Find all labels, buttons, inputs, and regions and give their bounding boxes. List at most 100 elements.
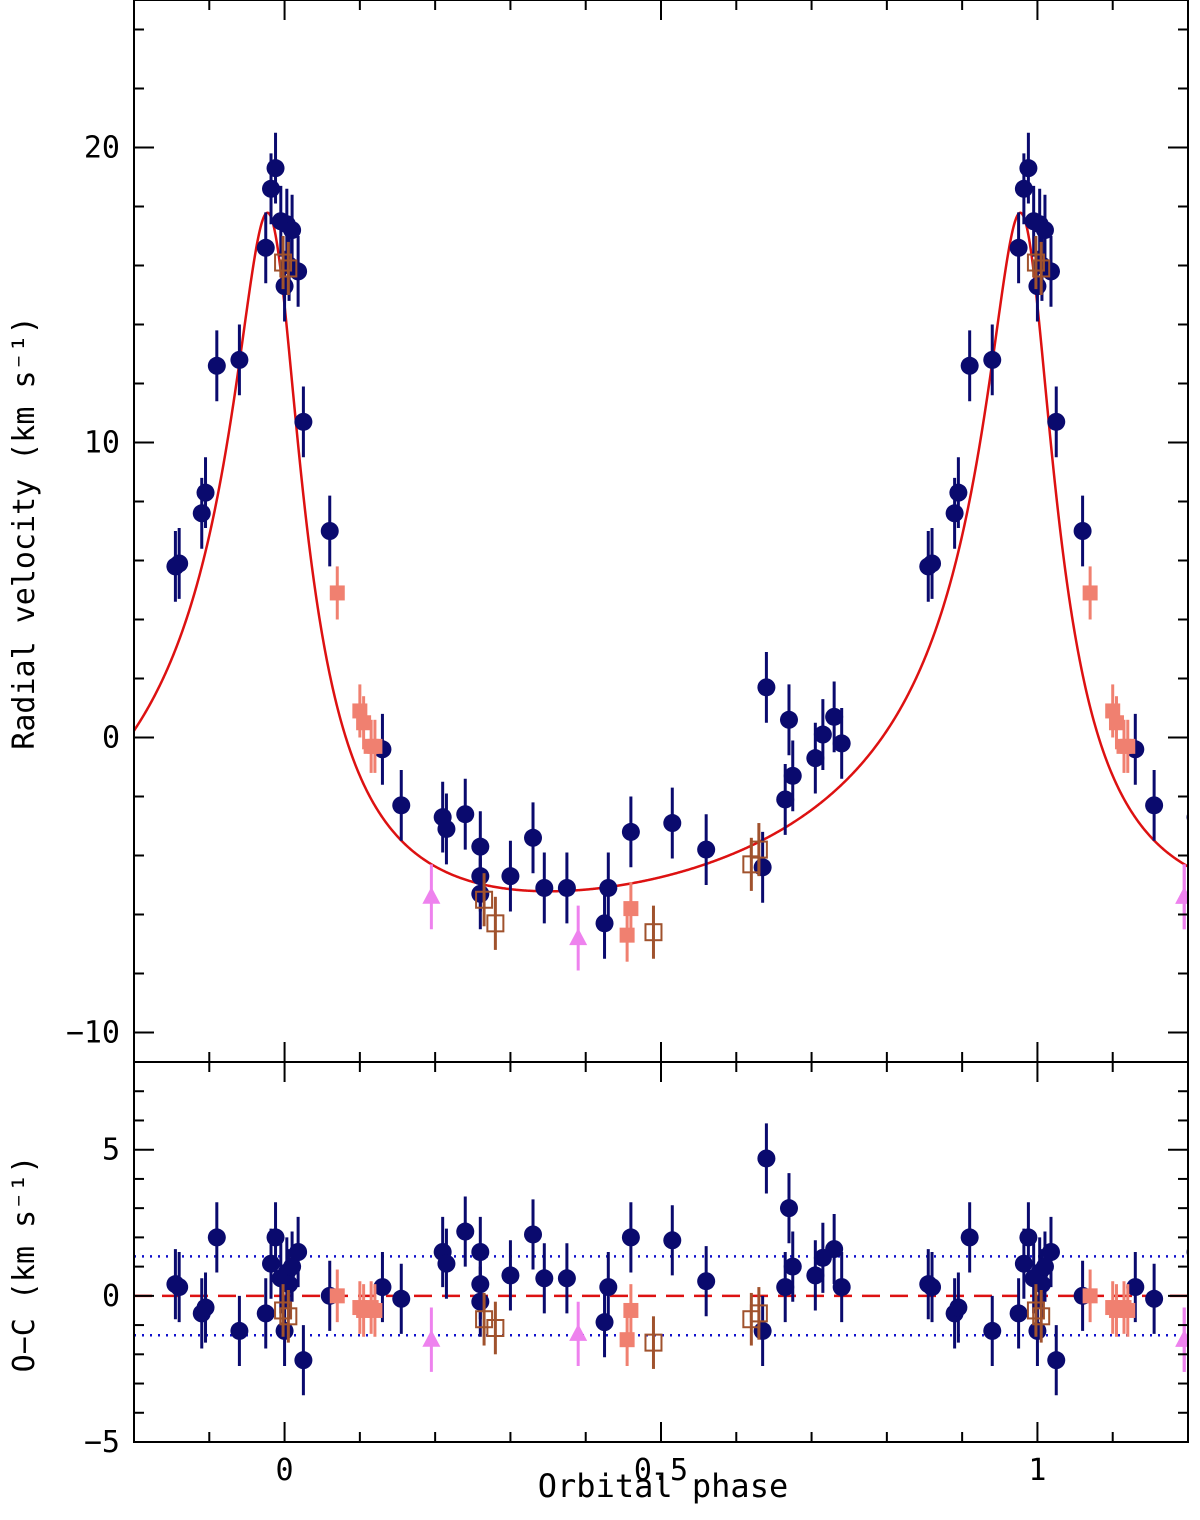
residual-data-point-marker xyxy=(279,1307,298,1326)
rv-data-point-marker xyxy=(192,504,211,523)
residual-data-point-marker xyxy=(1145,1289,1164,1308)
rv-data-point-marker xyxy=(557,878,576,897)
residual-data-point-marker xyxy=(599,1278,618,1297)
residual-series-dataset-b xyxy=(329,1269,1136,1366)
rv-data-point-marker xyxy=(196,483,215,502)
rv-series-dataset-d xyxy=(422,864,1188,971)
residual-data-point-marker xyxy=(1175,1329,1188,1347)
residual-data-point-marker xyxy=(806,1266,825,1285)
residual-data-point-marker xyxy=(262,1254,281,1273)
residual-data-point-marker xyxy=(949,1298,968,1317)
rv-data-point-marker xyxy=(1082,585,1098,601)
residual-data-point-marker xyxy=(776,1278,795,1297)
residual-data-point-marker xyxy=(392,1289,411,1308)
residual-data-point-marker xyxy=(196,1298,215,1317)
rv-data-point-marker xyxy=(1145,796,1164,815)
residual-data-point-marker xyxy=(266,1228,285,1247)
rv-data-point-marker xyxy=(475,890,494,909)
residual-data-point-marker xyxy=(1019,1228,1038,1247)
residual-data-point-marker xyxy=(256,1304,275,1323)
rv-data-point-marker xyxy=(535,878,554,897)
rv-data-point-marker xyxy=(320,522,339,540)
rv-data-point-marker xyxy=(832,734,851,753)
rv-data-point-marker xyxy=(486,914,505,933)
residual-data-point-marker xyxy=(621,1228,640,1247)
residual-axes: −5 0 5 0 0.5 1 xyxy=(84,1061,1189,1488)
rv-data-point-marker xyxy=(501,867,520,886)
residual-points-group xyxy=(166,1123,1188,1396)
rv-series-dataset-c xyxy=(274,236,1051,959)
rv-data-point-marker xyxy=(471,884,490,903)
rv-data-point-marker xyxy=(1014,179,1033,198)
residual-data-point-marker xyxy=(1035,1257,1054,1276)
residual-data-point-marker xyxy=(1082,1288,1098,1304)
rv-y-axis-label: Radial velocity (km s⁻¹) xyxy=(7,316,42,749)
rv-data-point-marker xyxy=(949,483,968,502)
residual-y-tick-label: −5 xyxy=(84,1425,120,1460)
rv-data-point-marker xyxy=(697,840,716,859)
rv-data-point-marker xyxy=(779,710,798,729)
residual-data-point-marker xyxy=(1041,1243,1060,1261)
rv-data-point-marker xyxy=(170,554,189,573)
rv-data-point-marker xyxy=(524,828,543,847)
residual-data-point-marker xyxy=(471,1292,490,1311)
residual-data-point-marker xyxy=(289,1243,308,1261)
rv-data-point-marker xyxy=(266,159,285,178)
rv-data-point-marker xyxy=(275,277,294,296)
residual-data-point-marker xyxy=(294,1351,313,1370)
rv-data-point-marker xyxy=(1028,277,1047,296)
rv-data-point-marker xyxy=(569,928,588,946)
residual-data-point-marker xyxy=(367,1302,383,1318)
rv-data-point-marker xyxy=(757,678,776,697)
rv-data-point-marker xyxy=(1035,221,1054,240)
residual-data-point-marker xyxy=(329,1288,345,1304)
rv-series-dataset-b xyxy=(329,566,1136,962)
rv-data-point-marker xyxy=(825,707,844,726)
residual-data-point-marker xyxy=(960,1228,979,1247)
residual-data-point-marker xyxy=(535,1269,554,1288)
residual-data-point-marker xyxy=(825,1240,844,1259)
residual-reference-lines xyxy=(134,1255,1188,1337)
rv-data-point-marker xyxy=(923,554,942,573)
rv-data-point-marker xyxy=(207,356,226,375)
rv-data-point-marker xyxy=(294,412,313,431)
residual-data-point-marker xyxy=(486,1319,505,1337)
residual-data-point-marker xyxy=(1126,1278,1145,1297)
rv-data-point-marker xyxy=(806,749,825,768)
rv-y-tick-label: 10 xyxy=(84,426,120,461)
rv-data-point-marker xyxy=(663,814,682,833)
orbit-model-curve xyxy=(134,211,1188,893)
residual-data-point-marker xyxy=(749,1304,768,1323)
residual-y-tick-label: 0 xyxy=(102,1279,120,1314)
residual-panel: −5 0 5 0 0.5 1 xyxy=(84,1061,1189,1488)
residual-data-point-marker xyxy=(230,1321,249,1340)
residual-data-point-marker xyxy=(569,1323,588,1341)
orbit-model-curve-group xyxy=(134,211,1188,893)
rv-data-point-marker xyxy=(274,253,293,272)
rv-data-point-marker xyxy=(749,840,768,859)
residual-x-tick-label: 1 xyxy=(1028,1453,1046,1488)
rv-data-point-marker xyxy=(230,350,249,369)
residual-data-point-marker xyxy=(644,1333,663,1352)
residual-y-tick-label: 5 xyxy=(102,1133,120,1168)
residual-data-point-marker xyxy=(757,1149,776,1168)
rv-data-point-marker xyxy=(776,790,795,809)
rv-data-point-marker xyxy=(783,766,802,785)
rv-data-point-marker xyxy=(1032,259,1051,278)
rv-data-point-marker xyxy=(1009,238,1028,257)
rv-data-point-marker xyxy=(623,901,639,917)
residual-data-point-marker xyxy=(832,1278,851,1297)
rv-data-point-marker xyxy=(437,819,456,838)
residual-data-point-marker xyxy=(1014,1254,1033,1273)
rv-points-group xyxy=(166,132,1188,971)
residual-x-tick-label: 0 xyxy=(276,1453,294,1488)
residual-data-point-marker xyxy=(783,1257,802,1276)
rv-data-point-marker xyxy=(945,504,964,523)
rv-data-point-marker xyxy=(356,715,372,731)
rv-data-point-marker xyxy=(753,858,772,877)
rv-panel: −10 0 10 20 xyxy=(66,0,1189,1063)
rv-y-tick-label: 0 xyxy=(102,721,120,756)
rv-data-point-marker xyxy=(256,238,275,257)
rv-data-point-marker xyxy=(983,350,1002,369)
